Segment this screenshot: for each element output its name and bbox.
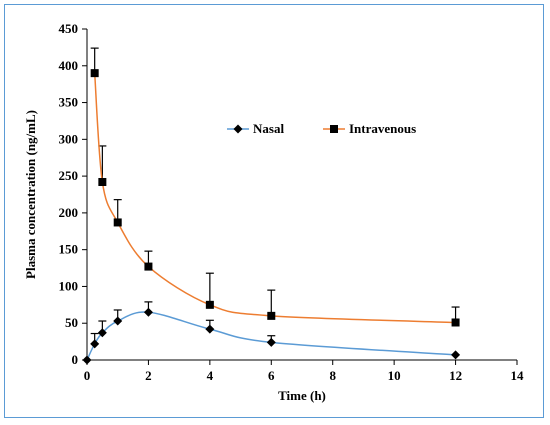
y-tick-label: 200 xyxy=(59,205,79,220)
x-tick-label: 14 xyxy=(511,368,525,383)
chart-frame: 0 2 4 6 8 10 12 14 0 50 100 150 200 250 300 350 400 450 N… xyxy=(4,4,544,418)
data-point-intravenous xyxy=(205,300,214,309)
legend-marker-intravenous xyxy=(330,125,338,133)
data-point-intravenous xyxy=(144,262,153,271)
y-tick-label: 0 xyxy=(72,352,79,367)
error-bars xyxy=(90,47,460,344)
x-tick-label: 6 xyxy=(268,368,275,383)
legend-label-intravenous: Intravenous xyxy=(349,121,416,136)
data-point-nasal xyxy=(143,307,153,317)
x-tick-label: 8 xyxy=(329,368,336,383)
y-tick-label: 250 xyxy=(59,168,79,183)
data-point-intravenous xyxy=(267,311,276,320)
axes: 0 2 4 6 8 10 12 14 0 50 100 150 200 250 300 350 400 450 xyxy=(59,21,525,383)
data-point-intravenous xyxy=(98,177,107,186)
y-tick-label: 350 xyxy=(59,95,79,110)
y-tick-label: 150 xyxy=(59,242,79,257)
series-line-intravenous xyxy=(93,73,456,324)
y-tick-label: 100 xyxy=(59,278,79,293)
data-point-nasal xyxy=(266,337,276,347)
y-axis-title: Plasma concentration (ng/mL) xyxy=(23,110,38,279)
line-chart: 0 2 4 6 8 10 12 14 0 50 100 150 200 250 300 350 400 450 N… xyxy=(23,21,525,403)
legend: Nasal Intravenous xyxy=(227,121,416,136)
x-tick-label: 2 xyxy=(145,368,152,383)
series-markers xyxy=(82,69,461,365)
y-tick-label: 300 xyxy=(59,131,79,146)
data-point-nasal xyxy=(90,339,100,349)
x-tick-label: 10 xyxy=(388,368,401,383)
legend-marker-nasal xyxy=(233,124,243,134)
data-point-nasal xyxy=(82,355,92,365)
data-point-nasal xyxy=(451,350,461,360)
y-tick-label: 50 xyxy=(65,315,78,330)
x-tick-label: 12 xyxy=(449,368,462,383)
data-point-nasal xyxy=(113,316,123,326)
y-tick-label: 450 xyxy=(59,21,79,36)
data-point-nasal xyxy=(205,324,215,334)
data-point-intravenous xyxy=(451,318,460,327)
data-point-intravenous xyxy=(113,218,122,227)
x-tick-label: 0 xyxy=(84,368,91,383)
data-point-nasal xyxy=(97,328,107,338)
y-tick-label: 400 xyxy=(59,58,79,73)
x-tick-label: 4 xyxy=(207,368,214,383)
x-axis-title: Time (h) xyxy=(278,388,326,403)
legend-label-nasal: Nasal xyxy=(253,121,284,136)
data-point-intravenous xyxy=(90,69,99,78)
